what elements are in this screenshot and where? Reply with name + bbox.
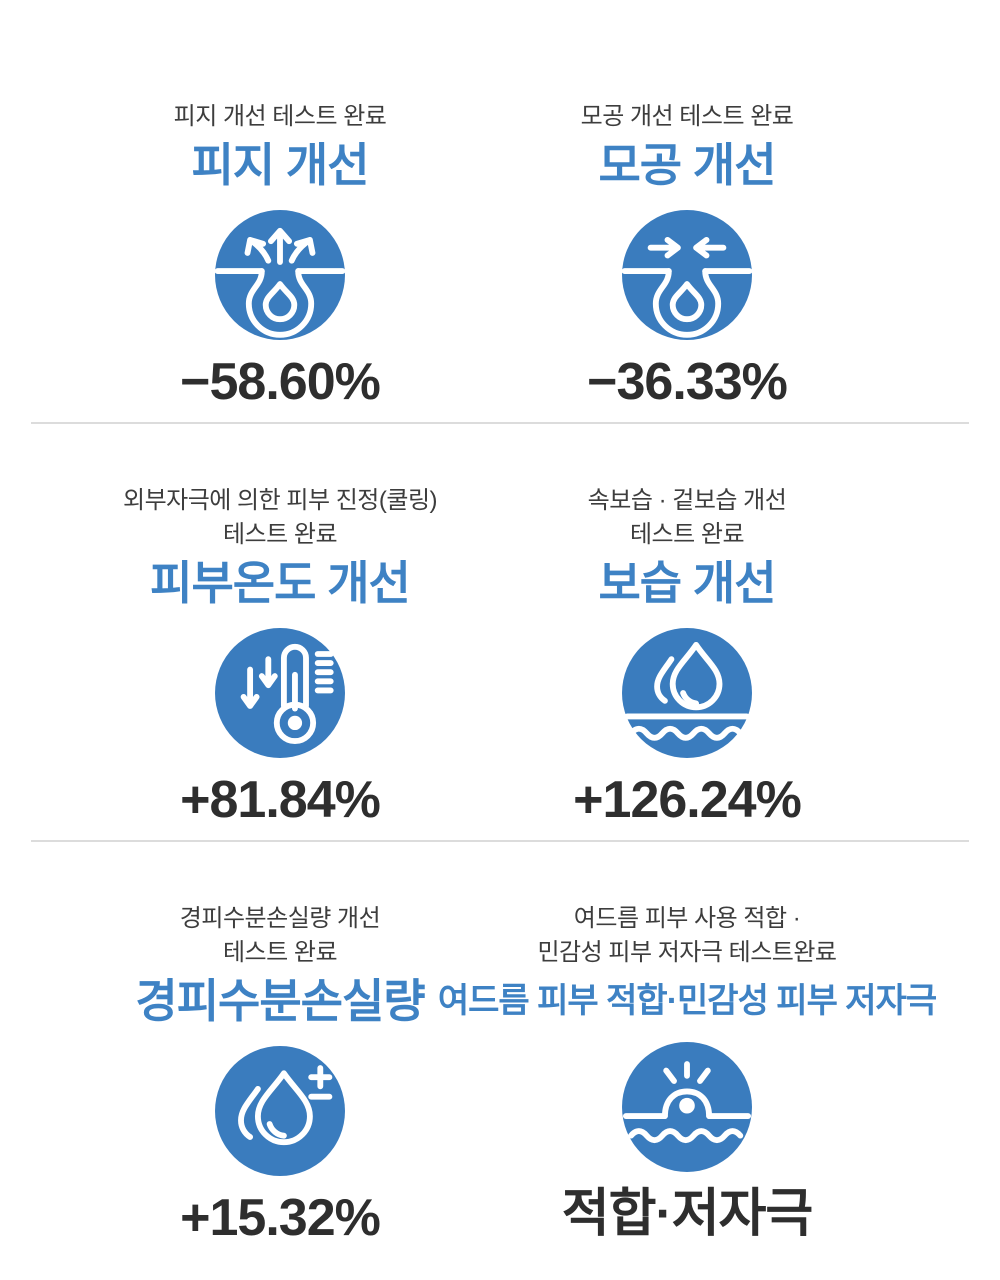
band-temperature-moisture: 외부자극에 의한 피부 진정(쿨링) 테스트 완료 피부온도 개선 bbox=[0, 424, 1000, 840]
sebum-release-icon bbox=[215, 210, 345, 340]
card-moisture-improvement: 속보습 · 겉보습 개선 테스트 완료 보습 개선 +126.24% bbox=[437, 484, 937, 830]
subtitle-line: 외부자극에 의한 피부 진정(쿨링) bbox=[122, 487, 438, 514]
card-title: 피부온도 개선 bbox=[150, 557, 411, 609]
band-tewl-soothing: 경피수분손실량 개선 테스트 완료 경피수분손실량 +15.32% 여드름 피 bbox=[0, 842, 1000, 1258]
subtitle-line: 테스트 완료 bbox=[222, 939, 338, 966]
card-value: −36.33% bbox=[587, 353, 788, 411]
card-value: +15.32% bbox=[180, 1189, 381, 1247]
card-value: −58.60% bbox=[180, 353, 381, 411]
card-pore-improvement: 모공 개선 테스트 완료 모공 개선 −36.33% bbox=[437, 100, 937, 412]
subtitle-line: 테스트 완료 bbox=[222, 521, 338, 548]
card-title: 보습 개선 bbox=[598, 557, 776, 609]
card-skin-temperature: 외부자극에 의한 피부 진정(쿨링) 테스트 완료 피부온도 개선 bbox=[30, 484, 530, 830]
card-title: 피지 개선 bbox=[191, 139, 369, 191]
card-value: +126.24% bbox=[573, 771, 802, 829]
band-sebum-pore: 피지 개선 테스트 완료 피지 개선 −58.60% bbox=[0, 0, 1000, 422]
card-subtitle: 외부자극에 의한 피부 진정(쿨링) 테스트 완료 bbox=[122, 484, 438, 552]
card-subtitle: 모공 개선 테스트 완료 bbox=[581, 100, 794, 134]
card-subtitle: 속보습 · 겉보습 개선 테스트 완료 bbox=[588, 484, 787, 552]
card-water-loss: 경피수분손실량 개선 테스트 완료 경피수분손실량 +15.32% bbox=[30, 902, 530, 1248]
subtitle-line: 피지 개선 테스트 완료 bbox=[173, 103, 387, 130]
subtitle-line: 테스트 완료 bbox=[629, 521, 745, 548]
water-loss-icon bbox=[215, 1046, 345, 1176]
section-divider bbox=[31, 422, 969, 424]
card-subtitle: 피지 개선 테스트 완료 bbox=[174, 100, 387, 134]
card-value: +81.84% bbox=[180, 771, 381, 829]
pore-tighten-icon bbox=[622, 210, 752, 340]
card-title: 모공 개선 bbox=[598, 139, 776, 191]
subtitle-line: 모공 개선 테스트 완료 bbox=[580, 103, 794, 130]
card-title: 여드름 피부 적합·민감성 피부 저자극 bbox=[437, 982, 937, 1020]
subtitle-line: 속보습 · 겉보습 개선 bbox=[587, 487, 787, 514]
moisture-drop-icon bbox=[622, 628, 752, 758]
card-subtitle: 여드름 피부 사용 적합 · 민감성 피부 저자극 테스트완료 bbox=[537, 902, 837, 970]
card-value: 적합·저자극 bbox=[561, 1185, 814, 1243]
temperature-down-icon bbox=[215, 628, 345, 758]
subtitle-line: 경피수분손실량 개선 bbox=[179, 905, 381, 932]
card-skin-compatibility: 여드름 피부 사용 적합 · 민감성 피부 저자극 테스트완료 여드름 피부 적… bbox=[437, 902, 937, 1248]
skin-soothing-icon bbox=[622, 1042, 752, 1172]
card-sebum-improvement: 피지 개선 테스트 완료 피지 개선 −58.60% bbox=[30, 100, 530, 412]
section-divider bbox=[31, 840, 969, 842]
subtitle-line: 여드름 피부 사용 적합 · bbox=[573, 905, 801, 932]
card-subtitle: 경피수분손실량 개선 테스트 완료 bbox=[179, 902, 381, 970]
card-title: 경피수분손실량 bbox=[135, 975, 425, 1027]
subtitle-line: 민감성 피부 저자극 테스트완료 bbox=[537, 939, 837, 966]
